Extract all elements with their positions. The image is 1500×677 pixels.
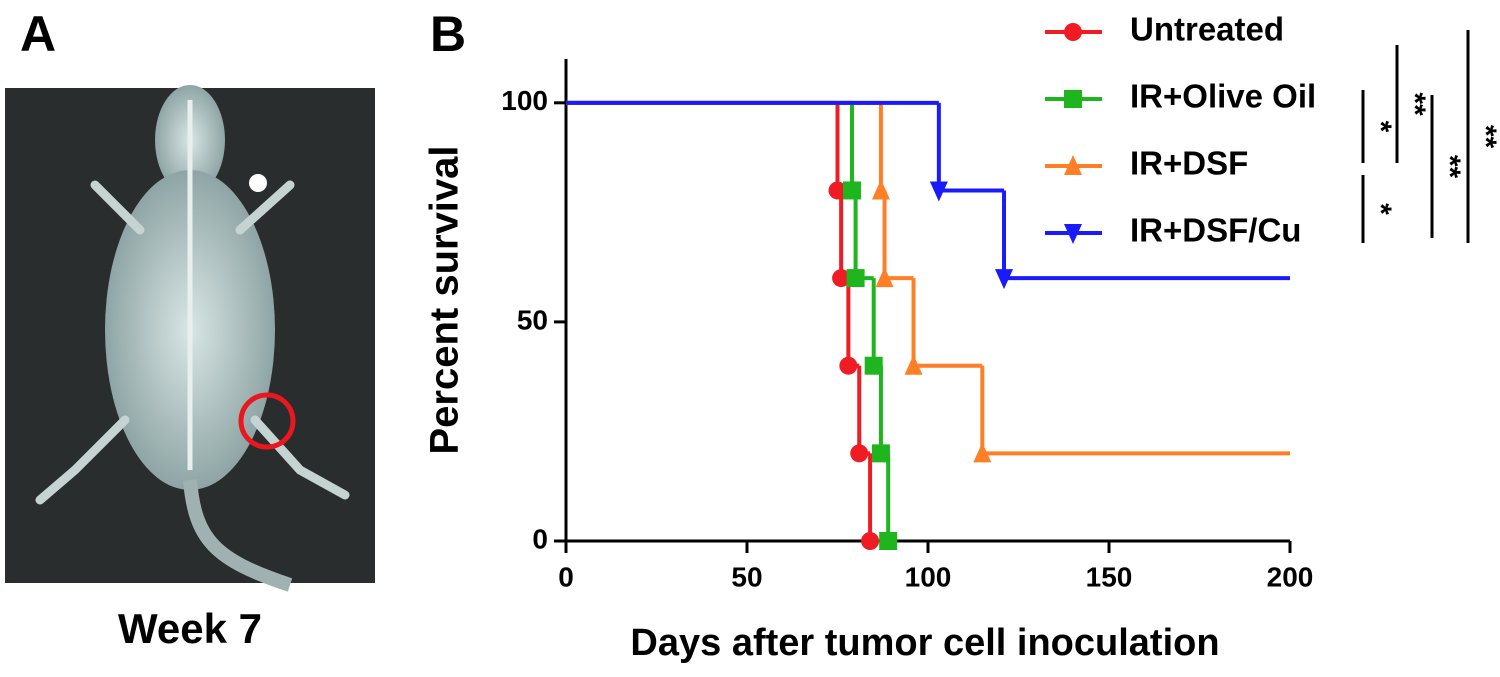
y-tick-label: 100 bbox=[501, 85, 548, 116]
y-tick-label: 50 bbox=[517, 304, 548, 335]
y-tick-label: 0 bbox=[532, 523, 548, 554]
marker bbox=[871, 179, 890, 200]
significance-label: ** bbox=[1398, 92, 1431, 116]
significance-label: * bbox=[1364, 203, 1397, 215]
panel-label: A bbox=[20, 6, 56, 62]
marker bbox=[879, 532, 898, 550]
marker bbox=[904, 354, 923, 375]
x-axis-label: Days after tumor cell inoculation bbox=[630, 622, 1219, 664]
marker bbox=[832, 269, 851, 288]
y-axis-label: Percent survival bbox=[423, 145, 467, 454]
x-tick-label: 0 bbox=[558, 561, 574, 592]
panel-label: B bbox=[430, 6, 466, 62]
marker bbox=[995, 269, 1014, 290]
legend-label: Untreated bbox=[1130, 11, 1284, 48]
marker bbox=[839, 356, 858, 375]
legend-marker bbox=[1064, 224, 1082, 244]
x-tick-label: 100 bbox=[905, 561, 952, 592]
marker bbox=[973, 442, 992, 463]
marker bbox=[864, 356, 883, 375]
x-tick-label: 50 bbox=[731, 561, 762, 592]
marker bbox=[842, 181, 861, 200]
marker bbox=[846, 269, 865, 288]
legend-label: IR+Olive Oil bbox=[1130, 78, 1316, 115]
legend-marker bbox=[1064, 23, 1082, 41]
significance-label: ** bbox=[1433, 155, 1466, 179]
marker bbox=[828, 181, 847, 200]
marker bbox=[929, 181, 948, 202]
xray-image bbox=[5, 85, 375, 592]
marker bbox=[861, 532, 880, 550]
x-tick-label: 150 bbox=[1086, 561, 1133, 592]
significance-label: ** bbox=[1469, 125, 1500, 149]
marker bbox=[875, 267, 894, 288]
caption: Week 7 bbox=[118, 605, 262, 652]
legend-label: IR+DSF bbox=[1130, 145, 1248, 182]
x-tick-label: 200 bbox=[1267, 561, 1314, 592]
legend-marker bbox=[1064, 90, 1082, 108]
marker bbox=[871, 444, 890, 463]
significance-label: * bbox=[1364, 121, 1397, 133]
marker bbox=[850, 444, 869, 463]
legend-marker bbox=[1064, 155, 1082, 175]
legend-label: IR+DSF/Cu bbox=[1130, 212, 1301, 249]
